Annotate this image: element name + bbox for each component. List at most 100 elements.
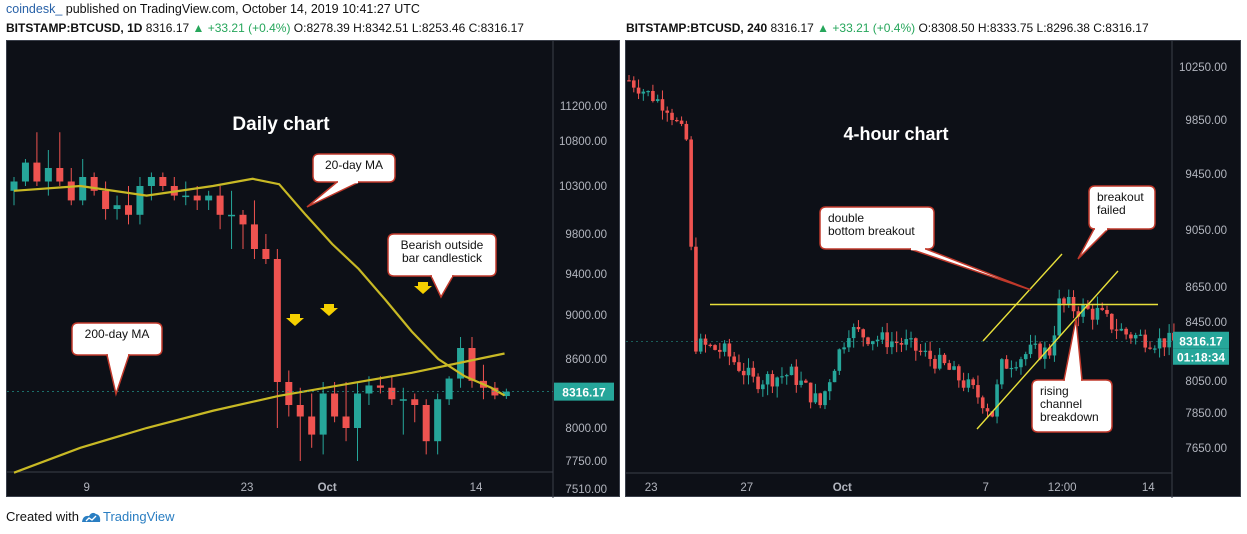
callout-bearish-outside-bar-text: bar candlestick — [402, 251, 483, 265]
daily-candle — [491, 387, 499, 396]
four-hour-chart-panel[interactable]: 7650.00 7850.00 8050.00 8450.00 8650.00 9050.… — [625, 40, 1242, 498]
h4-candle — [1133, 335, 1138, 339]
h4-candle — [1100, 307, 1105, 310]
h4-x-tick-label: 14 — [1142, 482, 1155, 494]
h4-candle — [813, 393, 818, 403]
h4-last-price-label: 8316.17 — [1179, 335, 1223, 349]
callout-20day-ma-pointer — [306, 181, 360, 208]
daily-candle — [193, 195, 201, 201]
daily-candle — [434, 399, 442, 442]
daily-candle — [319, 393, 327, 435]
brand-name[interactable]: coindesk_ — [6, 2, 63, 16]
callout-bearish-outside-bar-pointer — [429, 275, 455, 299]
daily-y-tick-label: 8600.00 — [565, 354, 607, 366]
daily-y-tick-label: 10300.00 — [559, 181, 607, 193]
h4-candle — [1028, 344, 1033, 355]
h4-countdown-label: 01:18:34 — [1177, 351, 1225, 365]
left-change: ▲ +33.21 (+0.4%) — [189, 21, 291, 35]
left-symbol: BITSTAMP:BTCUSD, 1D — [6, 21, 143, 35]
right-change: ▲ +33.21 (+0.4%) — [813, 21, 916, 35]
h4-candle — [1114, 329, 1119, 331]
h4-candle — [722, 343, 727, 352]
h4-candle — [1019, 359, 1023, 368]
callout-breakout-failed-text: failed — [1097, 203, 1126, 217]
daily-candle — [79, 177, 87, 201]
h4-candle — [718, 349, 722, 352]
daily-candle — [342, 416, 350, 428]
h4-candle — [909, 338, 913, 340]
right-ohlc: O:8308.50 H:8333.75 L:8296.38 C:8316.17 — [915, 21, 1149, 35]
daily-candle — [308, 416, 316, 435]
h4-candle — [732, 356, 736, 363]
h4-candle — [1148, 347, 1152, 349]
h4-candle — [1105, 309, 1109, 314]
h4-candle — [646, 90, 650, 93]
daily-candle — [182, 195, 190, 198]
h4-candle — [827, 382, 832, 392]
daily-candle — [136, 186, 144, 215]
daily-candle — [21, 162, 29, 182]
h4-candle — [708, 344, 713, 346]
h4-candle — [1167, 332, 1171, 348]
daily-candle — [216, 195, 224, 215]
daily-chart-panel[interactable]: 7510.00 7750.00 8000.00 8600.00 9000.00 9400.… — [6, 40, 621, 498]
daily-candle — [445, 378, 453, 400]
h4-candle — [847, 338, 851, 348]
daily-candle — [228, 214, 236, 217]
daily-y-tick-label: 8000.00 — [565, 423, 607, 435]
daily-candle — [56, 168, 64, 182]
h4-candle — [780, 376, 784, 378]
daily-candle — [365, 385, 373, 394]
daily-candle — [502, 391, 510, 397]
daily-candle — [159, 177, 167, 186]
daily-y-tick-label: 9400.00 — [565, 269, 607, 281]
h4-candle — [818, 393, 822, 406]
tradingview-logo-icon — [81, 512, 101, 522]
h4-candle — [976, 385, 980, 398]
daily-yellow-arrow-icon — [286, 314, 304, 326]
daily-yellow-arrow-icon — [320, 304, 338, 316]
h4-candle — [1143, 334, 1148, 348]
daily-last-price-tag — [554, 382, 614, 401]
h4-candle — [675, 119, 679, 122]
daily-chart-svg[interactable]: 7510.00 7750.00 8000.00 8600.00 9000.00 9400.… — [7, 41, 621, 498]
h4-candle — [957, 366, 961, 381]
h4-candle — [679, 120, 684, 124]
h4-candle — [1009, 367, 1014, 370]
h4-candle — [746, 367, 751, 376]
h4-x-tick-label: Oct — [833, 482, 852, 494]
h4-candle — [684, 123, 689, 140]
h4-last-price-tag — [1173, 331, 1229, 349]
h4-candle — [751, 367, 756, 377]
h4-candle — [1129, 334, 1133, 339]
daily-ma200-line — [13, 352, 505, 474]
callout-double-bottom-breakout-text: double — [828, 211, 864, 225]
daily-candle — [239, 214, 247, 225]
h4-candle — [1038, 343, 1042, 359]
daily-candle — [44, 168, 52, 182]
h4-y-tick-label: 8050.00 — [1185, 376, 1227, 388]
h4-y-tick-label: 8450.00 — [1185, 317, 1227, 329]
footer-brand[interactable]: TradingView — [102, 509, 175, 524]
daily-candle — [354, 393, 361, 428]
h4-candle — [851, 326, 856, 339]
h4-candle — [933, 358, 937, 369]
callout-200day-ma-box — [71, 322, 163, 356]
h4-candle — [641, 91, 646, 94]
footer-text: Created with — [6, 509, 79, 524]
left-ohlc: O:8278.39 H:8342.51 L:8253.46 C:8316.17 — [290, 21, 524, 35]
h4-candle — [1062, 298, 1066, 304]
h4-candle — [961, 380, 966, 388]
four-hour-chart-svg[interactable]: 7650.00 7850.00 8050.00 8450.00 8650.00 9050.… — [626, 41, 1242, 498]
h4-candle — [694, 246, 698, 352]
h4-candle — [1119, 328, 1124, 331]
h4-candle — [918, 350, 923, 352]
footer: Created with TradingView — [6, 509, 175, 525]
left-symbol-info: BITSTAMP:BTCUSD, 1D 8316.17 ▲ +33.21 (+0… — [6, 21, 524, 35]
h4-candle — [1153, 348, 1157, 350]
h4-channel-lower-line — [976, 270, 1119, 430]
h4-candle — [837, 349, 842, 371]
h4-candle — [842, 347, 846, 350]
publish-header: coindesk_ published on TradingView.com, … — [6, 2, 420, 16]
h4-candle — [631, 80, 636, 88]
